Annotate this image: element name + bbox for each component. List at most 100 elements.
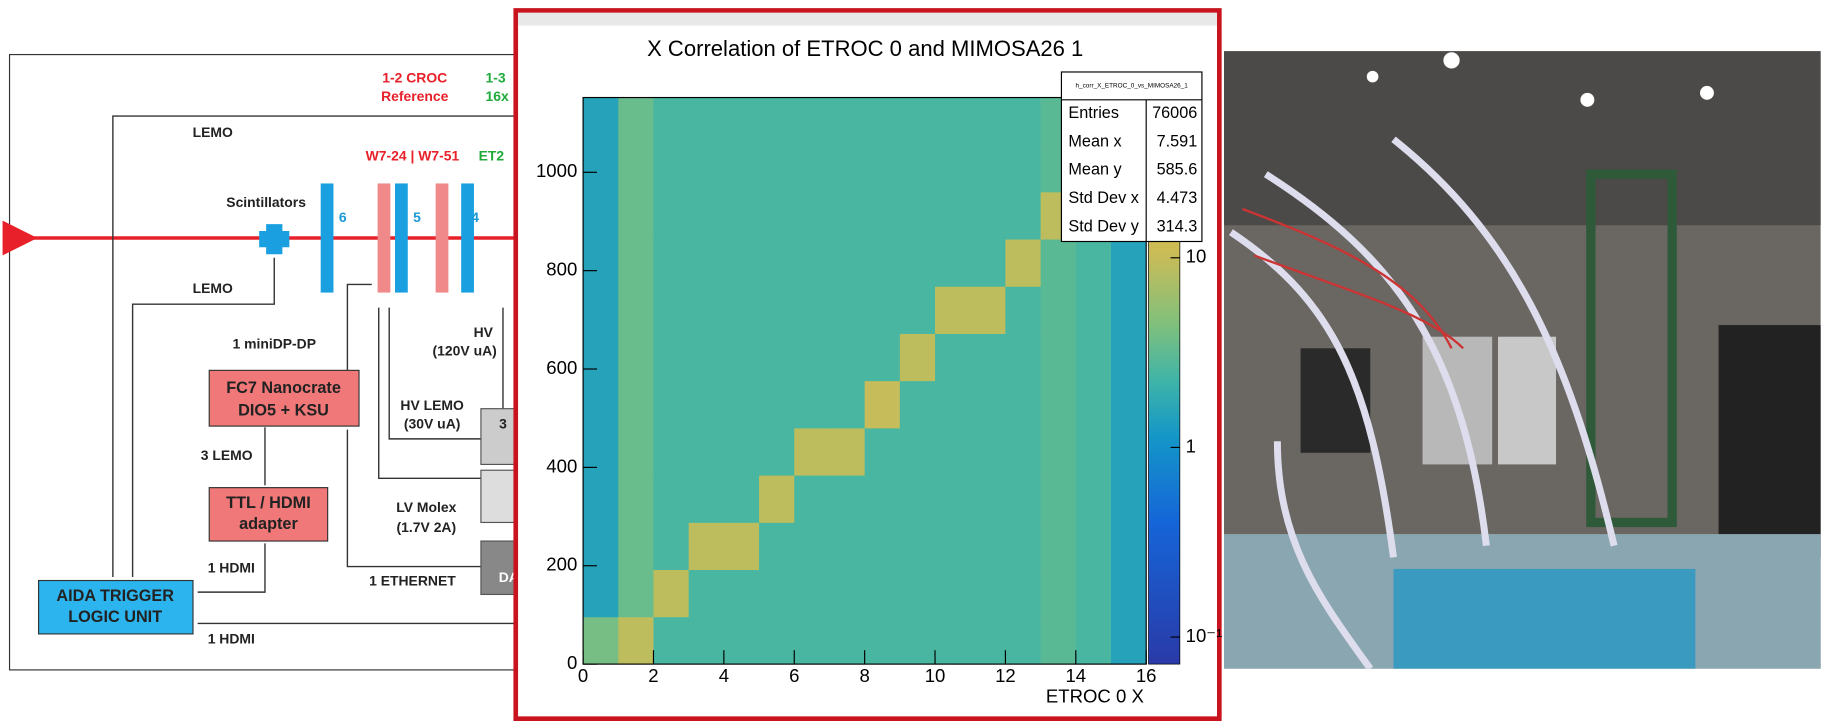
heatmap-cell xyxy=(1040,380,1077,429)
heatmap-cell xyxy=(864,286,901,334)
heatmap-cell xyxy=(1110,286,1147,334)
heatmap-cell xyxy=(688,97,725,146)
heatmap-cell xyxy=(1005,380,1041,429)
heatmap-cell xyxy=(1075,616,1112,665)
heatmap-cell xyxy=(794,333,830,382)
x-tick-label: 16 xyxy=(1136,665,1157,686)
label: 4 xyxy=(471,209,479,225)
stats-title: h_corr_X_ETROC_0_vs_MIMOSA26_1 xyxy=(1076,83,1189,90)
heatmap-cell xyxy=(759,616,795,665)
heatmap-cell xyxy=(723,522,760,571)
heatmap-cell xyxy=(653,475,690,523)
heatmap-cell xyxy=(723,191,760,240)
heatmap-cell xyxy=(618,475,654,523)
x-tick-label: 2 xyxy=(648,665,658,686)
heatmap-cell xyxy=(759,569,795,618)
heatmap-cell xyxy=(935,144,971,193)
heatmap-cell xyxy=(970,333,1006,382)
x-tick-label: 12 xyxy=(995,665,1016,686)
heatmap-cell xyxy=(723,144,760,193)
heatmap-cell xyxy=(899,380,936,429)
stats-value: 76006 xyxy=(1152,104,1197,122)
plane xyxy=(435,183,449,293)
heatmap-cell xyxy=(618,428,654,476)
heatmap-cell xyxy=(1075,428,1112,476)
label: HV xyxy=(474,324,494,340)
label: LOGIC UNIT xyxy=(68,608,162,626)
heatmap-cell xyxy=(864,428,901,476)
heatmap-cell xyxy=(583,286,619,334)
heatmap-cell xyxy=(583,333,619,382)
label: (120V uA) xyxy=(433,342,497,358)
x-tick-label: 4 xyxy=(719,665,729,686)
heatmap-cell xyxy=(723,333,760,382)
heatmap-cell xyxy=(583,616,619,665)
label: W7-24 | W7-51 xyxy=(366,147,460,163)
stats-label: Mean y xyxy=(1068,161,1122,179)
heatmap-cell xyxy=(829,616,865,665)
label: 6 xyxy=(339,209,347,225)
heatmap-cell xyxy=(759,475,795,523)
stats-value: 585.6 xyxy=(1157,161,1198,179)
heatmap-cell xyxy=(1075,286,1112,334)
heatmap-cell xyxy=(1110,428,1147,476)
label: (30V uA) xyxy=(404,416,460,432)
heatmap-cell xyxy=(688,239,725,287)
stats-box xyxy=(1060,71,1203,243)
heatmap-cell xyxy=(688,144,725,193)
heatmap-cell xyxy=(864,380,901,429)
heatmap-cell xyxy=(935,522,971,571)
label: LV Molex xyxy=(396,499,456,515)
heatmap-cell xyxy=(723,286,760,334)
heatmap-cell xyxy=(653,428,690,476)
label: adapter xyxy=(239,515,298,533)
heatmap-cell xyxy=(1110,475,1147,523)
heatmap-cell xyxy=(583,239,619,287)
heatmap-cell xyxy=(864,475,901,523)
heatmap-cell xyxy=(1005,428,1041,476)
heatmap-cell xyxy=(899,239,936,287)
heatmap-cell xyxy=(935,475,971,523)
label: 1 ETHERNET xyxy=(369,572,456,588)
heatmap-cell xyxy=(1005,286,1041,334)
heatmap-cell xyxy=(794,475,830,523)
setup-photo xyxy=(1223,51,1821,669)
heatmap-cell xyxy=(794,522,830,571)
heatmap-cell xyxy=(864,144,901,193)
heatmap-cell xyxy=(688,333,725,382)
heatmap-cell xyxy=(688,616,725,665)
label: TTL / HDMI xyxy=(226,494,311,512)
heatmap-cell xyxy=(1040,522,1077,571)
heatmap-cell xyxy=(829,428,865,476)
chart-panel: X Correlation of ETROC 0 and MIMOSA26 1 … xyxy=(513,8,1222,721)
stats-label: Std Dev x xyxy=(1068,189,1138,207)
y-tick-label: 600 xyxy=(546,357,577,378)
plane xyxy=(395,183,408,293)
label: 1 HDMI xyxy=(208,560,255,576)
heatmap-cell xyxy=(970,286,1006,334)
heatmap-cell xyxy=(899,428,936,476)
heatmap-cell xyxy=(864,616,901,665)
heatmap-cell xyxy=(653,522,690,571)
heatmap-cell xyxy=(970,191,1006,240)
heatmap-cell xyxy=(723,97,760,146)
heatmap-cell xyxy=(1110,380,1147,429)
heatmap-cell xyxy=(794,428,830,476)
heatmap-cell xyxy=(1075,380,1112,429)
x-tick-label: 14 xyxy=(1065,665,1086,686)
heatmap-cell xyxy=(653,616,690,665)
y-tick-label: 0 xyxy=(567,652,577,673)
heatmap-cell xyxy=(794,380,830,429)
heatmap-cell xyxy=(864,522,901,571)
heatmap-cell xyxy=(794,97,830,146)
x-tick-label: 8 xyxy=(859,665,869,686)
heatmap-cell xyxy=(653,569,690,618)
heatmap-cell xyxy=(688,191,725,240)
label: ET2 xyxy=(479,147,505,163)
y-tick-label: 200 xyxy=(546,554,577,575)
heatmap-cell xyxy=(935,239,971,287)
stats-value: 314.3 xyxy=(1157,217,1198,235)
heatmap-cell xyxy=(899,569,936,618)
scintillator xyxy=(259,224,290,255)
